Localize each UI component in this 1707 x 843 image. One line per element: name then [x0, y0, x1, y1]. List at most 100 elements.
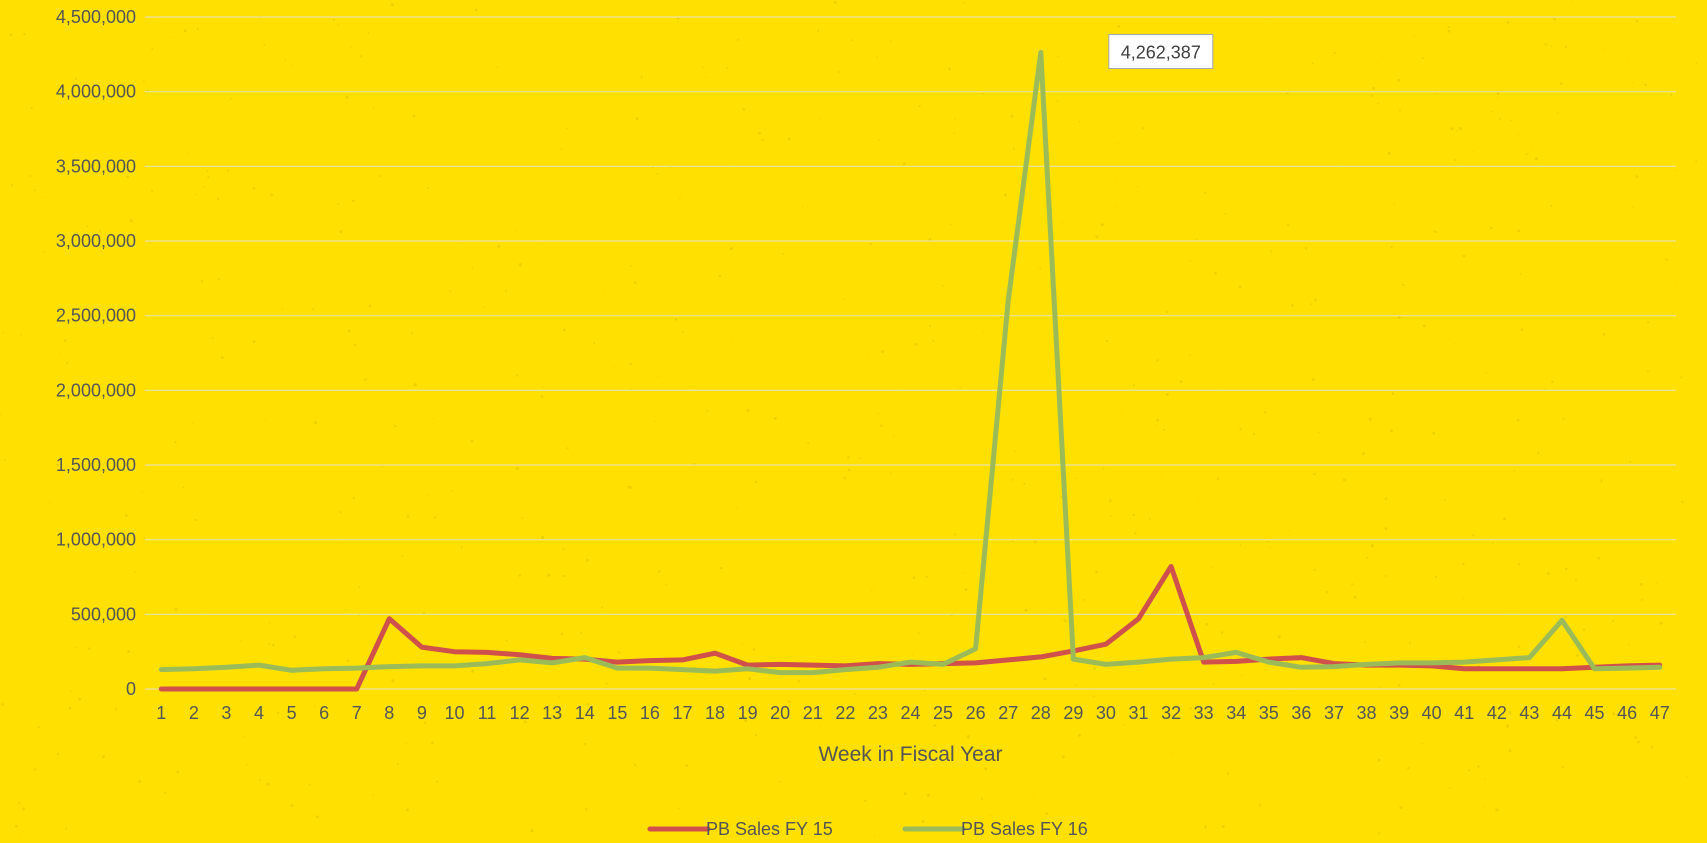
texture-speck	[1333, 51, 1337, 55]
texture-speck	[1019, 84, 1021, 85]
texture-speck	[192, 421, 194, 424]
texture-speck	[1311, 378, 1315, 382]
texture-speck	[1377, 758, 1381, 762]
texture-speck	[1181, 574, 1182, 576]
texture-speck	[75, 646, 77, 649]
texture-speck	[174, 608, 178, 611]
texture-speck	[752, 648, 756, 651]
texture-speck	[372, 794, 374, 796]
texture-speck	[921, 820, 925, 823]
texture-speck	[1427, 434, 1429, 436]
texture-speck	[954, 533, 957, 536]
x-tick-label: 38	[1357, 703, 1377, 723]
texture-speck	[1212, 683, 1215, 686]
texture-speck	[1091, 105, 1093, 107]
texture-speck	[1093, 666, 1096, 670]
texture-speck	[1024, 608, 1028, 612]
texture-speck	[1364, 641, 1367, 644]
texture-speck	[1534, 157, 1538, 161]
x-tick-label: 31	[1129, 703, 1149, 723]
texture-speck	[628, 486, 632, 490]
texture-speck	[580, 632, 583, 635]
texture-speck	[1517, 229, 1521, 233]
texture-speck	[430, 741, 434, 745]
texture-speck	[505, 639, 508, 642]
y-tick-label: 3,000,000	[56, 231, 136, 251]
x-tick-label: 8	[384, 703, 394, 723]
texture-speck	[1032, 796, 1034, 798]
x-tick-label: 9	[417, 703, 427, 723]
texture-speck	[1141, 127, 1145, 130]
texture-speck	[744, 719, 748, 723]
texture-speck	[1156, 359, 1159, 362]
texture-speck	[1039, 267, 1042, 270]
texture-speck	[413, 715, 415, 717]
texture-speck	[1537, 451, 1540, 455]
texture-speck	[1547, 572, 1550, 575]
texture-speck	[1548, 640, 1551, 643]
texture-speck	[523, 720, 527, 724]
texture-speck	[1313, 472, 1316, 476]
texture-speck	[1498, 117, 1501, 120]
texture-speck	[1555, 719, 1559, 722]
texture-speck	[923, 689, 926, 692]
texture-speck	[782, 253, 785, 256]
texture-speck	[186, 152, 188, 154]
texture-speck	[55, 463, 60, 467]
texture-speck	[290, 65, 292, 67]
texture-speck	[351, 537, 353, 539]
texture-speck	[1632, 205, 1634, 208]
texture-speck	[1288, 529, 1290, 531]
texture-speck	[706, 409, 709, 412]
texture-speck	[1472, 151, 1474, 153]
texture-speck	[1367, 691, 1369, 692]
texture-speck	[847, 456, 850, 459]
texture-speck	[981, 797, 984, 800]
texture-speck	[637, 753, 639, 755]
texture-speck	[1195, 238, 1198, 240]
texture-speck	[1525, 152, 1528, 155]
texture-speck	[1193, 597, 1195, 599]
texture-speck	[1362, 452, 1365, 455]
texture-speck	[345, 95, 349, 99]
texture-speck	[406, 808, 410, 812]
texture-speck	[1181, 778, 1183, 780]
texture-speck	[1121, 412, 1123, 414]
texture-speck	[817, 178, 819, 180]
y-tick-label: 500,000	[71, 604, 136, 624]
texture-speck	[778, 780, 781, 783]
texture-speck	[1013, 450, 1016, 453]
texture-speck	[1179, 380, 1183, 384]
texture-speck	[1390, 80, 1392, 82]
texture-speck	[1224, 212, 1227, 215]
texture-speck	[132, 839, 134, 841]
texture-speck	[1432, 431, 1436, 435]
texture-speck	[1221, 631, 1224, 634]
texture-speck	[339, 511, 342, 514]
texture-speck	[124, 513, 128, 517]
texture-speck	[1353, 595, 1357, 599]
texture-speck	[1636, 740, 1640, 744]
x-tick-label: 45	[1585, 703, 1605, 723]
texture-speck	[802, 205, 804, 208]
texture-speck	[1314, 298, 1318, 302]
texture-speck	[1393, 203, 1395, 205]
texture-speck	[1133, 384, 1136, 387]
texture-speck	[761, 138, 764, 142]
texture-speck	[807, 442, 810, 444]
x-axis-ticks: 1 2 3 4 5 6 7 8 9 10 11 12 13 14 15 16 17 18 19 20 21 22 23 24 2…	[156, 703, 1669, 723]
texture-speck	[134, 570, 137, 573]
texture-speck	[591, 130, 593, 132]
texture-speck	[379, 175, 382, 178]
texture-speck	[1211, 566, 1213, 568]
texture-speck	[471, 266, 474, 269]
texture-speck	[1061, 221, 1064, 224]
texture-speck	[1443, 499, 1446, 502]
texture-speck	[359, 55, 363, 58]
texture-speck	[929, 325, 931, 328]
texture-speck	[36, 780, 39, 782]
gridlines	[145, 16, 1676, 690]
texture-speck	[1623, 32, 1625, 33]
texture-speck	[405, 742, 407, 745]
callout-label: 4,262,387	[1121, 42, 1201, 62]
